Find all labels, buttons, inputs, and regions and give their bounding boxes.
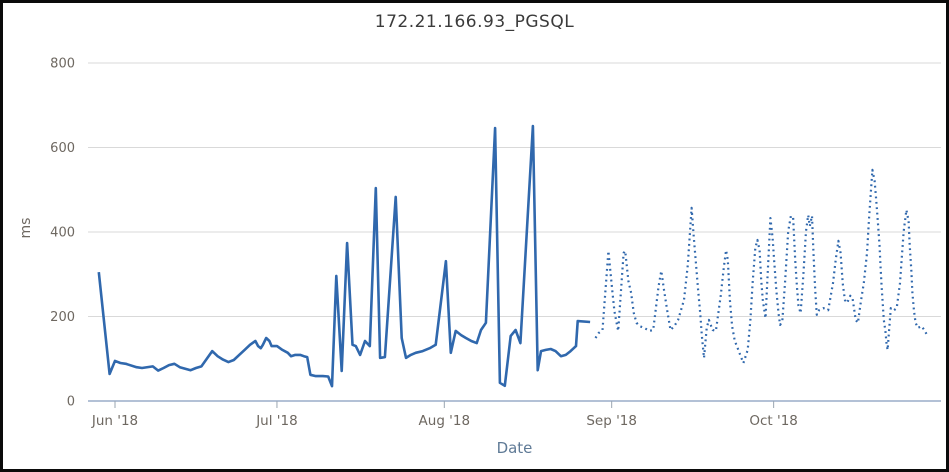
y-axis-title: ms — [18, 217, 34, 239]
x-tick-label: Aug '18 — [419, 413, 471, 429]
x-tick-label: Jun '18 — [91, 413, 138, 429]
y-tick-label: 400 — [50, 226, 75, 241]
solid-series-path — [97, 124, 591, 388]
y-tick-label: 800 — [50, 57, 75, 72]
y-tick-label: 600 — [50, 141, 75, 156]
y-tick-label: 0 — [67, 395, 75, 410]
y-tick-label: 200 — [50, 310, 75, 325]
pgsql-response-time-chart: 0 200 400 600 800 Jun '18 Jul '18 Aug '18 Sep '1… — [50, 57, 941, 429]
dotted-series-path — [594, 168, 929, 365]
x-tick-label: Jul '18 — [255, 413, 297, 429]
x-tick-label: Oct '18 — [749, 413, 798, 429]
x-axis-title: Date — [496, 439, 533, 457]
x-tick-label: Sep '18 — [586, 413, 637, 429]
chart-title: 172.21.166.93_PGSQL — [374, 12, 575, 32]
